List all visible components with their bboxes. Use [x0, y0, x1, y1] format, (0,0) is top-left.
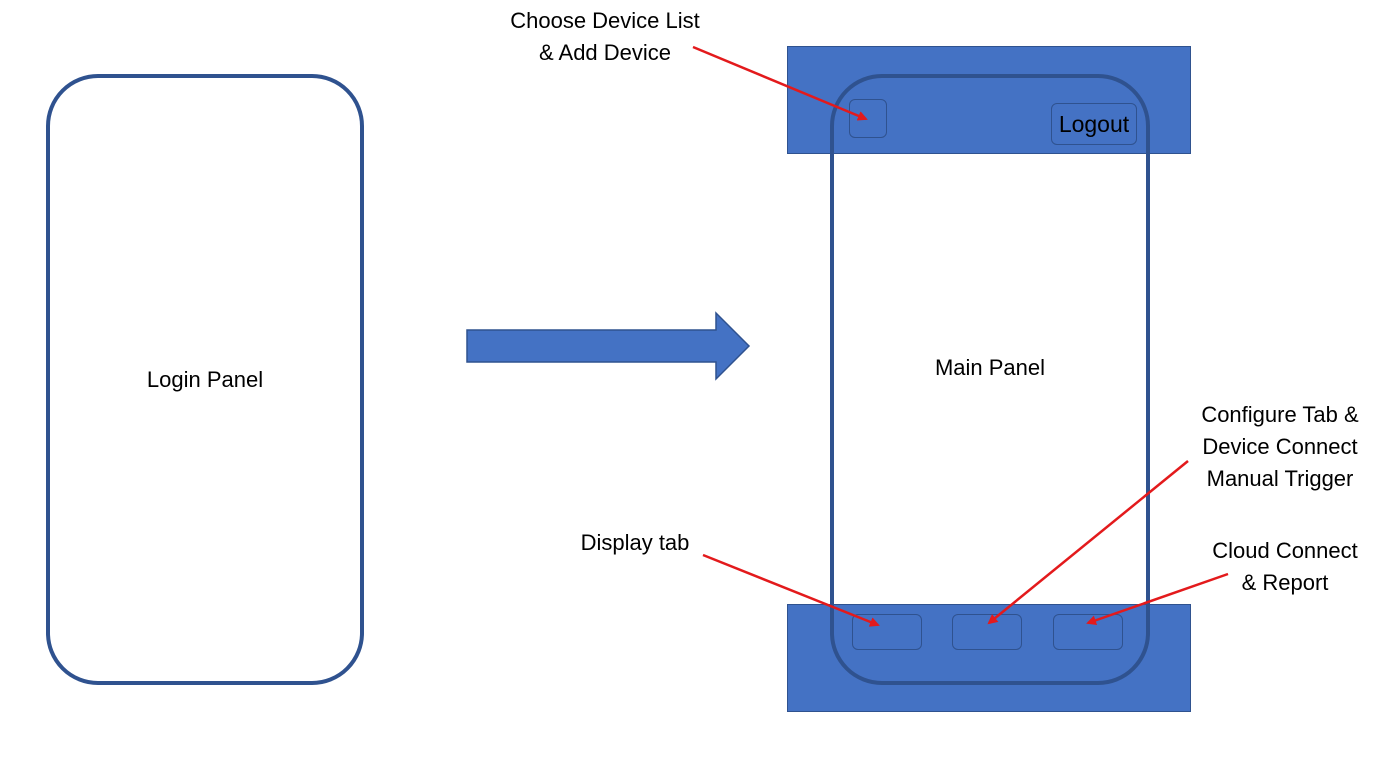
flow-arrow-shape — [466, 311, 751, 381]
cloud-tab-button[interactable] — [1053, 614, 1123, 650]
annotation-line: & Report — [1241, 570, 1329, 595]
annotation-cloud-connect: Cloud Connect & Report — [1190, 535, 1380, 599]
main-panel-label: Main Panel — [934, 355, 1046, 380]
annotation-line: Manual Trigger — [1206, 466, 1354, 491]
device-list-menu-button[interactable] — [849, 99, 887, 138]
login-panel-phone — [46, 74, 364, 685]
logout-button[interactable]: Logout — [1051, 103, 1137, 145]
annotation-line: Device Connect — [1202, 434, 1358, 459]
configure-tab-button[interactable] — [952, 614, 1022, 650]
annotation-choose-device: Choose Device List & Add Device — [490, 5, 720, 69]
display-tab-button[interactable] — [852, 614, 922, 650]
annotation-line: Configure Tab & — [1201, 402, 1359, 427]
annotation-configure-tab: Configure Tab & Device Connect Manual Tr… — [1180, 399, 1380, 495]
annotation-line: Choose Device List — [510, 8, 700, 33]
annotation-line: & Add Device — [538, 40, 672, 65]
annotation-line: Cloud Connect — [1212, 538, 1358, 563]
annotation-display-tab: Display tab — [560, 527, 710, 559]
main-panel-phone — [830, 74, 1150, 685]
annotation-line: Display tab — [580, 530, 690, 555]
login-panel-label: Login Panel — [146, 367, 264, 392]
